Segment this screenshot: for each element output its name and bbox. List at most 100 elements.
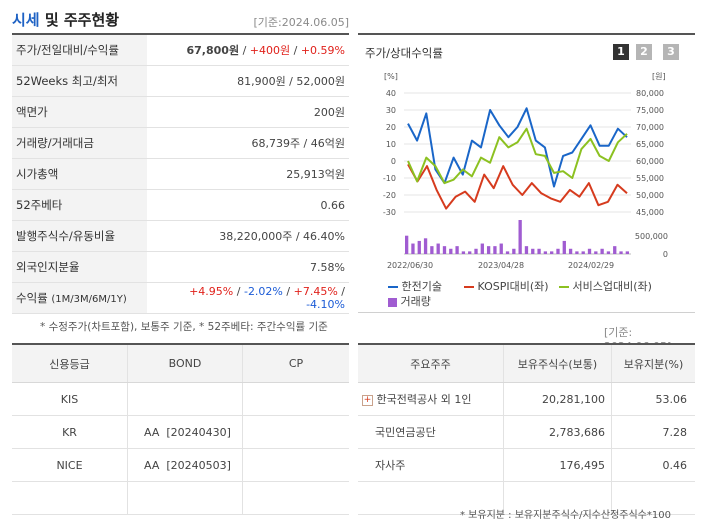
volume-bar (550, 251, 554, 254)
table-row: 시가총액 25,913억원 (12, 158, 349, 190)
chart-tab-3[interactable]: 3 (663, 44, 679, 60)
row-label: 52Weeks 최고/최저 (12, 65, 147, 97)
series-line (407, 127, 628, 185)
volume-bar (436, 243, 440, 254)
left-tick-label: -10 (383, 174, 396, 183)
table-row: 주가/전일대비/수익률 67,800원 / +400원 / +0.59% (12, 33, 349, 66)
quote-table: 주가/전일대비/수익률 67,800원 / +400원 / +0.59% 52W… (12, 33, 349, 314)
table-row: 52주베타 0.66 (12, 189, 349, 221)
volume-bar (594, 251, 598, 254)
volume-bar (512, 248, 516, 254)
table-row: 액면가 200원 (12, 96, 349, 128)
volume-bar (524, 246, 529, 254)
legend-swatch (559, 286, 569, 288)
row-label: 발행주식수/유동비율 (12, 220, 147, 252)
x-tick-label: 2024/02/29 (568, 261, 614, 270)
volume-bar (613, 246, 617, 254)
quote-note: * 수정주가(차트포함), 보통주 기준, * 52주베타: 주간수익률 기준 (40, 321, 328, 333)
volume-bar (531, 248, 535, 254)
volume-bar (449, 248, 453, 254)
left-tick-label: 0 (391, 157, 396, 166)
right-tick-label: 45,000 (636, 208, 664, 217)
volume-bar (461, 251, 466, 254)
volume-bar (587, 248, 592, 254)
chart-tab-1[interactable]: 1 (613, 44, 629, 60)
left-axis-unit: [%] (384, 72, 398, 81)
base-date: [기준:2024.06.05] (253, 16, 349, 29)
column-header: 주요주주 (358, 343, 504, 383)
volume-bar (543, 251, 548, 254)
legend-swatch (464, 286, 474, 288)
row-label: 시가총액 (12, 158, 147, 190)
volume-bar (505, 251, 510, 254)
row-value: 81,900원 / 52,000원 (147, 65, 349, 97)
column-header: CP (242, 343, 349, 383)
table-header: 신용등급 BOND CP (12, 343, 349, 383)
row-label: 수익률 (1M/3M/6M/1Y) (12, 282, 147, 314)
table-row: 발행주식수/유동비율 38,220,000주 / 46.40% (12, 220, 349, 252)
chart-title: 주가/상대수익률 (365, 46, 443, 60)
right-tick-label: 70,000 (636, 123, 664, 132)
left-tick-label: 20 (386, 123, 396, 132)
expand-icon[interactable]: + (362, 394, 373, 406)
series-line (407, 163, 628, 210)
table-row: 52Weeks 최고/최저 81,900원 / 52,000원 (12, 65, 349, 97)
volume-bar (480, 243, 484, 254)
table-header: 주요주주 보유주식수(보통) 보유지분(%) (358, 343, 695, 383)
table-row: KIS (12, 382, 349, 416)
x-tick-label: 2023/04/28 (478, 261, 524, 270)
table-row (358, 481, 695, 515)
chart-tab-2[interactable]: 2 (636, 44, 652, 60)
returns-value: +4.95% / -2.02% / +7.45% / -4.10% (147, 282, 349, 314)
volume-bar (430, 246, 434, 254)
volume-bar (411, 243, 415, 254)
row-value: 200원 (147, 96, 349, 128)
table-row: + 한국전력공사 외 1인 20,281,100 53.06 (358, 382, 695, 416)
table-row: 수익률 (1M/3M/6M/1Y) +4.95% / -2.02% / +7.4… (12, 282, 349, 314)
holder-table: 주요주주 보유주식수(보통) 보유지분(%) + 한국전력공사 외 1인 20,… (358, 343, 695, 515)
volume-bar (417, 240, 421, 254)
section-title: 시세 및 주주현황 (12, 11, 120, 29)
table-row: 국민연금공단 2,783,686 7.28 (358, 415, 695, 449)
holder-note: * 보유지분 : 보유지분주식수/지수산정주식수*100 (460, 510, 671, 521)
legend-swatch (388, 297, 397, 307)
volume-bar (581, 251, 585, 254)
volume-bar (562, 240, 566, 254)
legend-item-price: 한전기술 (388, 278, 442, 294)
row-label: 52주베타 (12, 189, 147, 221)
price-value: 67,800원 / +400원 / +0.59% (147, 33, 349, 66)
table-row (12, 481, 349, 515)
holder-name: 한국전력공사 외 1인 (376, 393, 472, 406)
price-chart: [%] [원] 40 30 20 10 0 -10 -20 -30 80,000 75,000 7… (383, 72, 668, 270)
volume-bar (625, 251, 629, 254)
volume-bar (486, 246, 491, 254)
volume-bar (442, 246, 447, 254)
row-value: 25,913억원 (147, 158, 349, 190)
right-tick-label: 55,000 (636, 174, 664, 183)
row-label: 외국인지분율 (12, 251, 147, 283)
volume-bar (568, 248, 573, 254)
row-value: 68,739주 / 46억원 (147, 127, 349, 159)
table-row: KR AA [20240430] (12, 415, 349, 449)
row-value: 38,220,000주 / 46.40% (147, 220, 349, 252)
table-row: 외국인지분율 7.58% (12, 251, 349, 283)
row-value: 7.58% (147, 251, 349, 283)
volume-bar (606, 251, 611, 254)
volume-tick-label: 500,000 (635, 232, 668, 241)
column-header: 보유지분(%) (611, 343, 695, 383)
volume-tick-label: 0 (663, 250, 668, 259)
right-tick-label: 80,000 (636, 89, 664, 98)
left-tick-label: 10 (386, 140, 396, 149)
volume-bar (474, 248, 478, 254)
right-tick-label: 60,000 (636, 157, 664, 166)
row-label: 액면가 (12, 96, 147, 128)
holder-name: 자사주 (358, 448, 504, 482)
left-tick-label: 40 (386, 89, 396, 98)
volume-bar (537, 248, 541, 254)
credit-table: 신용등급 BOND CP KIS KR AA [20240430] NICE AA … (12, 343, 349, 515)
column-header: 보유주식수(보통) (503, 343, 612, 383)
table-row: 거래량/거래대금 68,739주 / 46억원 (12, 127, 349, 159)
holder-name: 국민연금공단 (358, 415, 504, 449)
right-tick-label: 50,000 (636, 191, 664, 200)
column-header: BOND (127, 343, 243, 383)
